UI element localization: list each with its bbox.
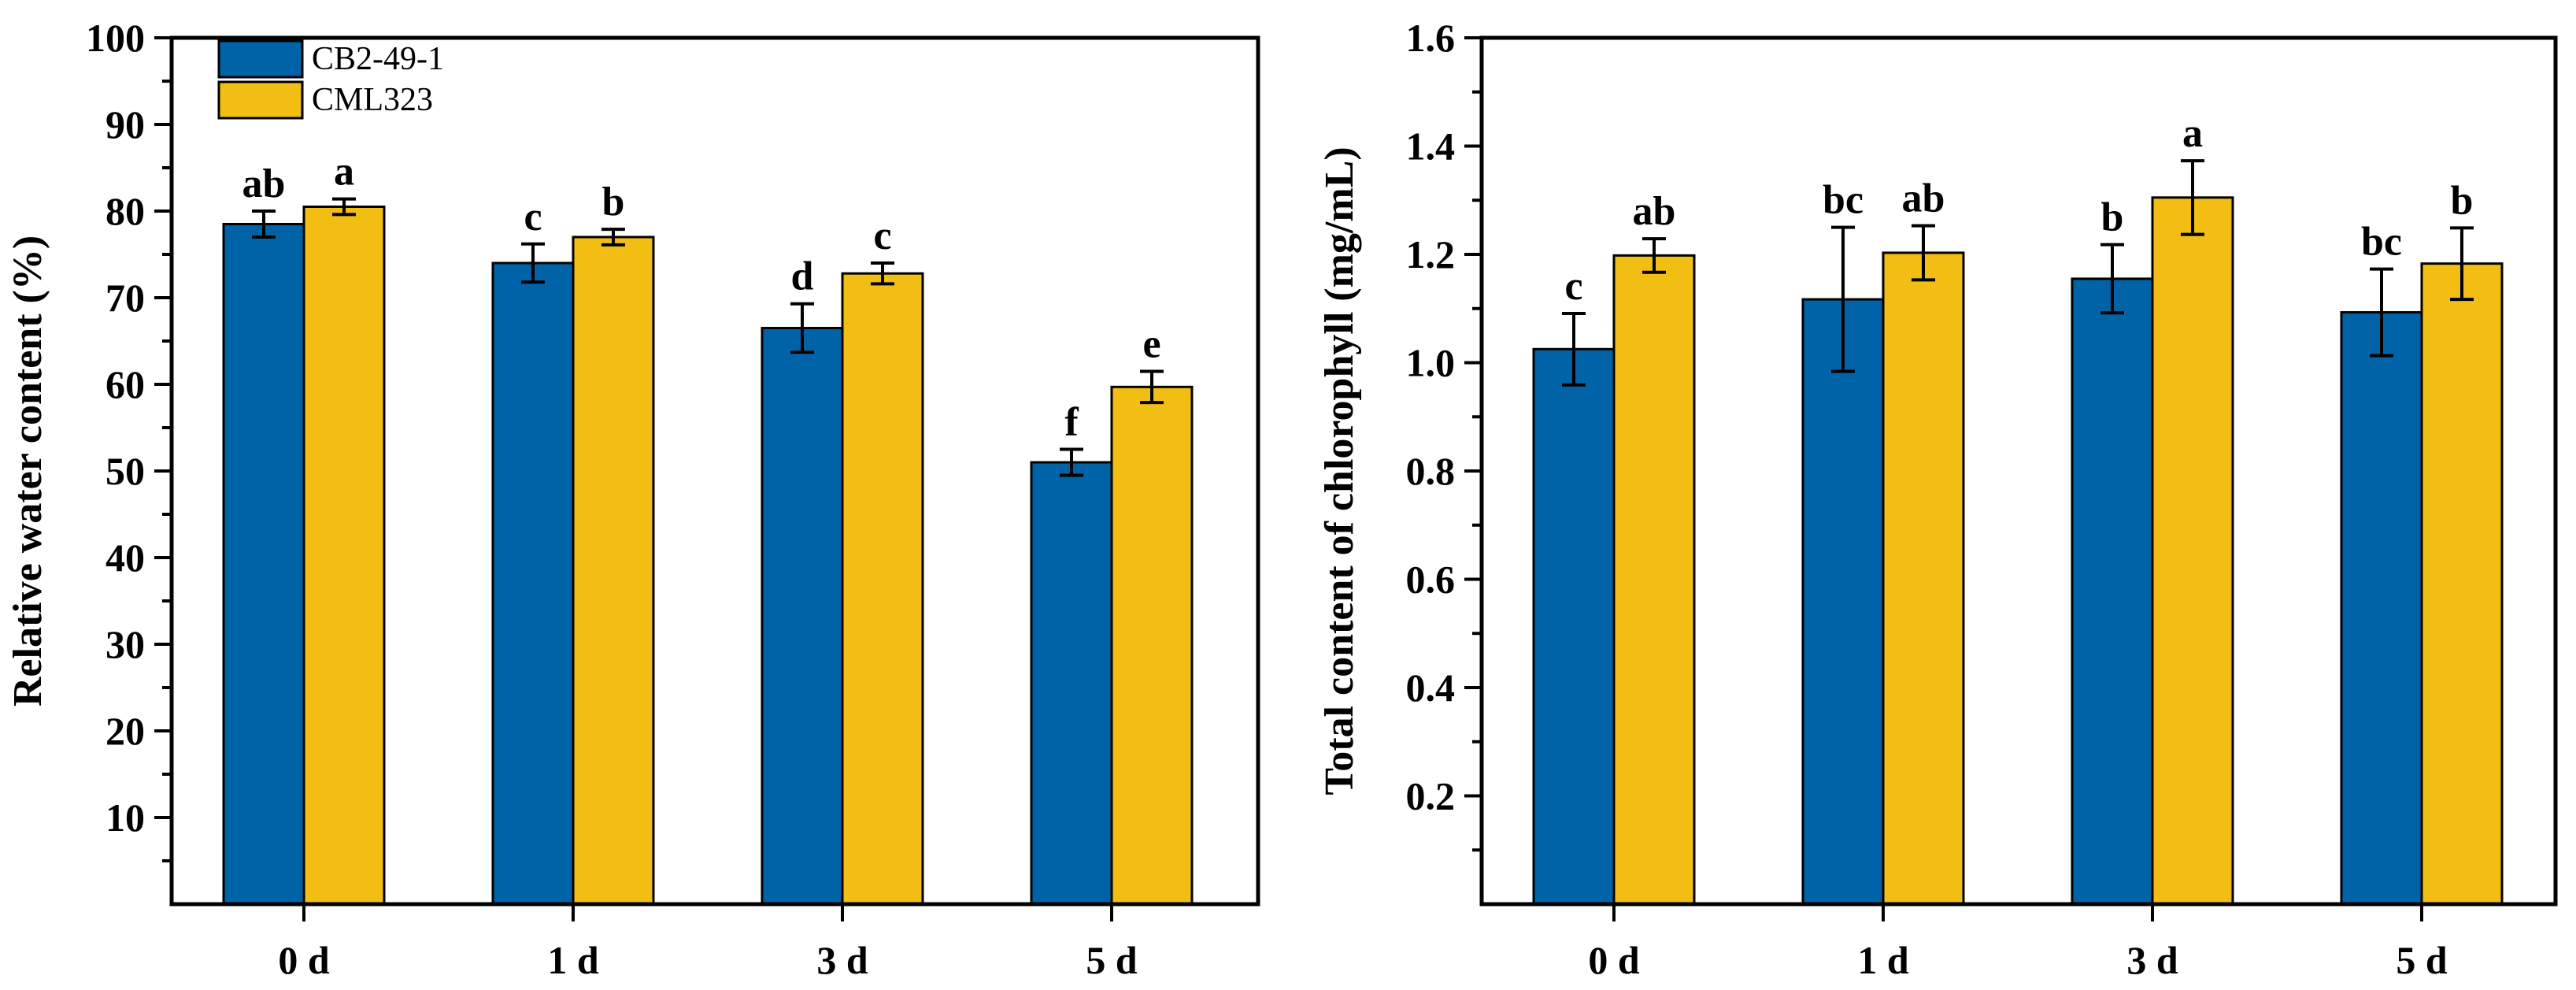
y-tick-label: 30 [105, 622, 145, 666]
bar-cb2-49-1-0d [222, 223, 305, 906]
y-tick-label: 1.6 [1406, 16, 1456, 60]
significance-label: ab [242, 161, 286, 206]
bar-cml323-0d [1612, 254, 1696, 906]
error-bar [2181, 159, 2204, 236]
x-tick-label: 1 d [547, 938, 599, 982]
legend: CB2-49-1 CML323 [217, 39, 444, 120]
error-bar [332, 197, 356, 217]
legend-label-cml323: CML323 [312, 82, 433, 118]
bar-cb2-49-1-5d [1030, 461, 1113, 906]
y-tick-label: 0.6 [1406, 558, 1456, 602]
significance-label: c [524, 195, 542, 239]
significance-label: a [2182, 111, 2203, 156]
error-bar [2450, 226, 2474, 302]
y-tick-label: 60 [105, 362, 145, 406]
chart-relative-water-content: ab a 0 d c b 1 d d c 3 d f e 5 d 10 20 30 40 50 60 70 80 90 1… [6, 16, 1260, 982]
bar-cml323-0d [302, 206, 386, 906]
significance-label: a [334, 150, 354, 195]
error-bar [521, 242, 545, 284]
bar-cb2-49-1-3d [761, 327, 844, 906]
bar-cml323-3d [841, 272, 924, 906]
y-tick-label: 0.8 [1406, 449, 1456, 493]
error-bar [601, 228, 625, 247]
significance-label: bc [1823, 178, 1864, 223]
x-tick-label: 3 d [816, 938, 868, 982]
x-tick-label: 5 d [2396, 938, 2448, 982]
significance-label: c [1564, 264, 1582, 309]
significance-label: b [2101, 195, 2124, 240]
plot-frame [169, 35, 1260, 907]
error-bar [1912, 224, 1935, 282]
error-bar [1831, 225, 1855, 373]
bar-cml323-5d [1110, 385, 1194, 906]
y-tick-label: 90 [105, 102, 145, 146]
error-bar [1562, 311, 1586, 387]
bar-cb2-49-1-1d [1801, 298, 1885, 906]
y-tick-label: 50 [105, 449, 145, 493]
bar-cml323-5d [2420, 262, 2504, 906]
y-axis-title: Relative water content (%) [6, 235, 50, 706]
y-tick-label: 20 [105, 709, 145, 753]
legend-swatch-cml323 [217, 80, 304, 120]
error-bar [2100, 243, 2124, 315]
y-tick-label: 100 [86, 16, 145, 60]
plot-frame [1479, 35, 2558, 907]
x-tick-label: 5 d [1086, 938, 1138, 982]
error-bar [1642, 237, 1666, 274]
x-tick-label: 3 d [2126, 938, 2178, 982]
y-tick-label: 1.2 [1406, 232, 1456, 276]
significance-label: ab [1902, 176, 1945, 221]
legend-swatch-cb2-49-1 [217, 39, 304, 79]
error-bar [790, 302, 814, 354]
significance-label: f [1064, 400, 1079, 445]
bar-cb2-49-1-1d [491, 261, 575, 906]
significance-label: d [791, 254, 814, 299]
significance-label: b [602, 180, 625, 224]
legend-label-cb2-49-1: CB2-49-1 [312, 41, 444, 77]
significance-label: ab [1633, 189, 1676, 234]
y-tick-label: 0.4 [1406, 666, 1456, 710]
significance-label: b [2451, 178, 2474, 223]
x-tick-label: 0 d [278, 938, 330, 982]
y-tick-label: 40 [105, 536, 145, 580]
error-bar [1060, 447, 1083, 477]
significance-label: c [873, 213, 891, 258]
error-bar [871, 261, 894, 286]
significance-label: bc [2361, 220, 2402, 265]
error-bar [2370, 267, 2393, 358]
x-tick-label: 0 d [1588, 938, 1640, 982]
bar-cml323-1d [1882, 251, 1965, 906]
y-tick-label: 1.0 [1406, 341, 1456, 385]
y-tick-label: 70 [105, 276, 145, 320]
bar-cml323-1d [572, 235, 655, 906]
error-bar [1140, 369, 1164, 405]
x-tick-label: 1 d [1857, 938, 1909, 982]
y-axis-title: Total content of chlorophyll (mg/mL) [1317, 146, 1362, 795]
significance-label: e [1142, 322, 1160, 367]
bar-cb2-49-1-0d [1532, 347, 1616, 906]
y-tick-label: 10 [105, 795, 145, 840]
y-tick-label: 0.2 [1406, 774, 1456, 818]
y-tick-label: 80 [105, 189, 145, 233]
y-tick-label: 1.4 [1406, 124, 1456, 169]
error-bar [252, 209, 276, 239]
bar-cb2-49-1-5d [2340, 311, 2423, 906]
bar-cb2-49-1-3d [2071, 277, 2154, 906]
bar-cml323-3d [2151, 196, 2234, 906]
